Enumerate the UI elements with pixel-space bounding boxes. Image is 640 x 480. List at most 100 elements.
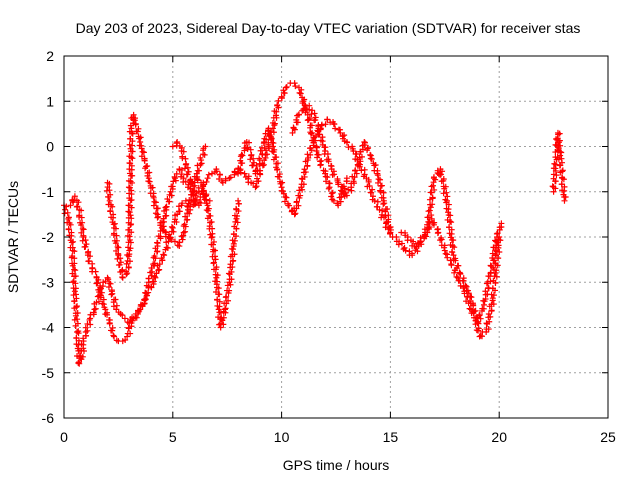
- data-point-marker: [375, 179, 382, 186]
- data-point-marker: [442, 250, 449, 257]
- data-point-marker: [489, 250, 496, 257]
- data-point-marker: [283, 83, 290, 90]
- data-point-marker: [414, 248, 421, 255]
- data-point-marker: [235, 197, 242, 204]
- data-point-marker: [477, 315, 484, 322]
- data-point-marker: [106, 180, 113, 187]
- data-point-marker: [438, 171, 445, 178]
- data-point-marker: [355, 160, 362, 167]
- data-point-marker: [498, 220, 505, 227]
- x-tick-label: 10: [274, 429, 290, 445]
- data-point-marker: [99, 300, 106, 307]
- data-point-marker: [176, 239, 183, 246]
- data-point-marker: [241, 170, 248, 177]
- data-point-marker: [470, 302, 477, 309]
- data-point-marker: [490, 292, 497, 299]
- y-tick-label: -6: [42, 410, 55, 426]
- data-point-marker: [380, 201, 387, 208]
- data-point-marker: [128, 187, 135, 194]
- data-point-marker: [78, 214, 85, 221]
- data-point-marker: [68, 239, 75, 246]
- data-point-marker: [321, 144, 328, 151]
- data-point-marker: [304, 163, 311, 170]
- data-point-marker: [87, 321, 94, 328]
- data-point-marker: [97, 294, 104, 301]
- y-tick-label: -1: [42, 184, 55, 200]
- data-point-marker: [352, 167, 359, 174]
- data-point-marker: [105, 284, 112, 291]
- data-point-marker: [111, 220, 118, 227]
- data-point-marker: [328, 190, 335, 197]
- data-point-marker: [186, 210, 193, 217]
- data-point-marker: [125, 244, 132, 251]
- chart-title: Day 203 of 2023, Sidereal Day-to-day VTE…: [76, 20, 581, 36]
- data-point-marker: [71, 248, 78, 255]
- data-point-marker: [171, 173, 178, 180]
- data-point-marker: [316, 131, 323, 138]
- data-point-marker: [286, 202, 293, 209]
- data-point-marker: [373, 203, 380, 210]
- data-point-marker: [253, 162, 260, 169]
- data-point-marker: [429, 194, 436, 201]
- data-point-marker: [296, 187, 303, 194]
- data-point-marker: [557, 152, 564, 159]
- data-point-marker: [367, 189, 374, 196]
- data-point-marker: [493, 267, 500, 274]
- data-point-marker: [443, 205, 450, 212]
- data-point-marker: [307, 144, 314, 151]
- data-point-marker: [301, 173, 308, 180]
- data-point-marker: [179, 155, 186, 162]
- data-point-marker: [75, 330, 82, 337]
- data-point-marker: [493, 252, 500, 259]
- data-point-marker: [434, 230, 441, 237]
- data-point-marker: [72, 322, 79, 329]
- ticks-layer: [63, 55, 609, 419]
- data-point-marker: [106, 187, 113, 194]
- data-point-marker: [127, 330, 134, 337]
- data-point-marker: [329, 189, 336, 196]
- data-point-marker: [496, 224, 503, 231]
- data-point-marker: [556, 137, 563, 144]
- data-point-marker: [448, 219, 455, 226]
- data-point-marker: [445, 209, 452, 216]
- data-point-marker: [156, 261, 163, 268]
- data-point-marker: [281, 198, 288, 205]
- data-point-marker: [381, 200, 388, 207]
- data-point-marker: [136, 135, 143, 142]
- data-point-marker: [335, 181, 342, 188]
- data-point-marker: [377, 187, 384, 194]
- data-point-marker: [337, 129, 344, 136]
- data-point-marker: [249, 162, 256, 169]
- data-point-marker: [108, 327, 115, 334]
- data-point-marker: [82, 324, 89, 331]
- data-point-marker: [466, 298, 473, 305]
- data-point-marker: [231, 169, 238, 176]
- data-point-marker: [274, 101, 281, 108]
- data-point-marker: [154, 205, 161, 212]
- data-point-marker: [119, 312, 126, 319]
- data-point-marker: [142, 296, 149, 303]
- data-point-marker: [71, 305, 78, 312]
- data-point-marker: [309, 107, 316, 114]
- data-point-marker: [178, 171, 185, 178]
- data-point-marker: [291, 211, 298, 218]
- data-point-marker: [250, 155, 257, 162]
- data-point-marker: [377, 188, 384, 195]
- data-point-marker: [214, 302, 221, 309]
- data-point-marker: [106, 316, 113, 323]
- data-point-marker: [145, 178, 152, 185]
- data-point-marker: [104, 184, 111, 191]
- data-point-marker: [453, 265, 460, 272]
- data-point-marker: [209, 225, 216, 232]
- data-point-marker: [208, 218, 215, 225]
- data-point-marker: [402, 247, 409, 254]
- data-point-marker: [445, 212, 452, 219]
- data-point-marker: [371, 162, 378, 169]
- data-point-marker: [74, 203, 81, 210]
- data-point-marker: [180, 229, 187, 236]
- data-point-marker: [317, 126, 324, 133]
- data-point-marker: [115, 252, 122, 259]
- data-point-marker: [105, 194, 112, 201]
- data-point-marker: [328, 162, 335, 169]
- data-point-marker: [80, 226, 87, 233]
